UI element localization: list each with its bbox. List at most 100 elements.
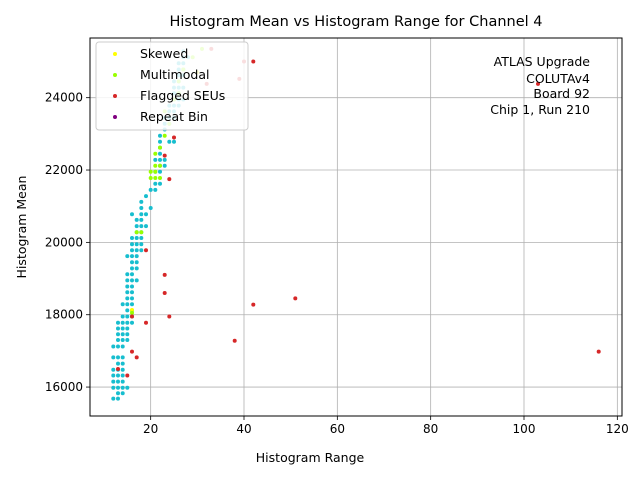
- x-axis-ticks: 20 40 60 80 100 120: [143, 416, 629, 436]
- legend-marker: [113, 115, 117, 119]
- data-point: [130, 266, 134, 271]
- data-point: [125, 254, 130, 259]
- data-point: [116, 367, 120, 371]
- data-point: [139, 242, 144, 247]
- legend-label: Flagged SEUs: [140, 88, 225, 103]
- data-point: [158, 139, 162, 144]
- data-point: [111, 396, 116, 401]
- data-point: [116, 355, 120, 360]
- data-point: [158, 169, 162, 174]
- data-point: [139, 230, 144, 235]
- data-point: [120, 338, 125, 342]
- x-tick-label: 80: [423, 422, 438, 436]
- data-point: [125, 338, 130, 342]
- data-point: [134, 242, 139, 247]
- data-point: [134, 355, 139, 360]
- data-point: [125, 296, 130, 301]
- data-point: [125, 320, 130, 325]
- data-point: [153, 169, 158, 174]
- data-point: [120, 373, 125, 378]
- data-point: [139, 217, 144, 222]
- data-point: [130, 302, 134, 307]
- y-tick-label: 22000: [45, 163, 83, 177]
- data-point: [130, 278, 134, 283]
- data-point: [111, 385, 116, 390]
- data-point: [162, 133, 167, 138]
- y-tick-label: 18000: [45, 308, 83, 322]
- data-point: [111, 344, 116, 349]
- data-point: [111, 367, 116, 372]
- y-tick-label: 16000: [45, 380, 83, 394]
- data-point: [116, 379, 120, 384]
- data-point: [139, 236, 144, 240]
- legend: Skewed Multimodal Flagged SEUs Repeat Bin: [95, 41, 249, 131]
- data-point: [167, 314, 172, 319]
- data-point: [125, 314, 130, 319]
- data-point: [158, 157, 162, 162]
- data-point: [162, 272, 167, 277]
- annotation-line-2: COLUTAv4: [526, 71, 590, 86]
- data-point: [120, 314, 125, 319]
- data-point: [162, 157, 167, 162]
- data-point: [116, 338, 120, 342]
- data-point: [139, 206, 144, 210]
- data-point: [172, 139, 176, 144]
- data-point: [153, 187, 158, 192]
- data-point: [144, 248, 148, 253]
- data-point: [158, 176, 162, 180]
- data-point: [111, 373, 116, 378]
- data-point: [158, 133, 162, 138]
- data-point: [125, 302, 130, 307]
- x-tick-label: 120: [606, 422, 629, 436]
- data-point: [111, 379, 116, 384]
- y-axis-label: Histogram Mean: [14, 176, 29, 279]
- data-point: [139, 212, 144, 217]
- y-axis-ticks: 16000 18000 20000 22000 24000: [45, 91, 90, 394]
- data-point: [120, 361, 125, 366]
- data-point: [130, 242, 134, 247]
- data-point: [167, 177, 172, 182]
- data-point: [125, 308, 130, 313]
- data-point: [130, 260, 134, 265]
- data-point: [125, 290, 130, 295]
- data-point: [251, 302, 256, 307]
- data-point: [134, 260, 139, 265]
- legend-label: Skewed: [140, 46, 188, 61]
- data-point: [130, 290, 134, 295]
- legend-marker: [113, 94, 117, 98]
- y-tick-label: 20000: [45, 235, 83, 249]
- data-point: [120, 344, 125, 349]
- data-point: [134, 266, 139, 271]
- y-tick-label: 24000: [45, 91, 83, 105]
- annotation-line-1: ATLAS Upgrade: [494, 54, 591, 69]
- data-point: [148, 187, 153, 192]
- data-point: [148, 176, 153, 180]
- data-point: [134, 248, 139, 253]
- data-point: [134, 236, 139, 240]
- data-point: [162, 291, 167, 295]
- data-point: [158, 145, 162, 150]
- data-point: [134, 230, 139, 235]
- chart-title: Histogram Mean vs Histogram Range for Ch…: [170, 14, 543, 30]
- data-point: [251, 59, 256, 64]
- data-point: [134, 278, 139, 283]
- data-point: [153, 181, 158, 186]
- legend-entry: Skewed: [113, 46, 188, 61]
- data-point: [148, 206, 153, 210]
- data-point: [116, 396, 120, 401]
- data-point: [116, 373, 120, 378]
- data-point: [167, 139, 172, 144]
- data-point: [130, 236, 134, 240]
- legend-box: [95, 41, 249, 131]
- data-point: [125, 278, 130, 283]
- data-point: [134, 254, 139, 259]
- legend-marker: [113, 73, 117, 77]
- x-axis-label: Histogram Range: [256, 450, 365, 465]
- data-point: [134, 224, 139, 229]
- legend-label: Multimodal: [140, 67, 209, 82]
- legend-label: Repeat Bin: [140, 109, 208, 124]
- data-point: [134, 217, 139, 222]
- legend-entry: Repeat Bin: [113, 109, 208, 124]
- data-point: [158, 181, 162, 186]
